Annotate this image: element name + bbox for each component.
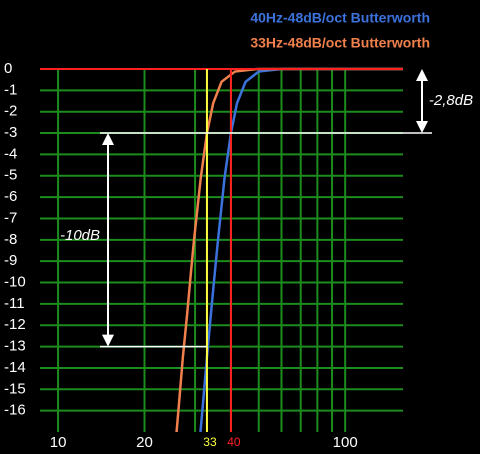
y-tick-label: 0	[4, 60, 12, 77]
y-tick-label: -3	[4, 124, 17, 141]
y-tick-label: -11	[4, 295, 25, 312]
x-tick-label: 10	[50, 434, 67, 451]
y-tick-label: -8	[4, 231, 17, 248]
y-tick-label: -2	[4, 103, 17, 120]
y-tick-label: -9	[4, 252, 17, 269]
marker-label: 40	[227, 435, 241, 449]
grid: 0 -1 -2 -3 -4 -5 -6 -7 -8 -9 -10 -11 -12 -13 -14 -15 -16…	[4, 60, 403, 451]
y-tick-label: -1	[4, 81, 17, 98]
overlay: 33 40 -10dB -2,8dB	[40, 68, 473, 449]
arrow-head	[416, 121, 428, 134]
marker-label: 33	[203, 435, 217, 449]
y-tick-label: -15	[4, 380, 26, 397]
y-tick-label: -14	[4, 359, 26, 376]
x-tick-label: 20	[136, 434, 153, 451]
annotation-label: -2,8dB	[429, 92, 473, 109]
y-tick-label: -16	[4, 402, 26, 419]
legend-entry: 33Hz-48dB/oct Butterworth	[250, 35, 430, 51]
y-tick-label: -5	[4, 167, 17, 184]
arrow-head	[416, 69, 428, 81]
arrow-head	[102, 334, 114, 347]
arrow-head	[102, 133, 114, 146]
y-tick-label: -6	[4, 188, 17, 205]
y-tick-label: -10	[4, 273, 26, 290]
y-tick-label: -4	[4, 145, 17, 162]
legend-entry: 40Hz-48dB/oct Butterworth	[250, 10, 430, 26]
y-tick-label: -12	[4, 316, 26, 333]
annotation-label: -10dB	[60, 227, 100, 244]
y-tick-label: -13	[4, 338, 26, 355]
x-tick-label: 100	[333, 434, 358, 451]
y-tick-label: -7	[4, 209, 17, 226]
